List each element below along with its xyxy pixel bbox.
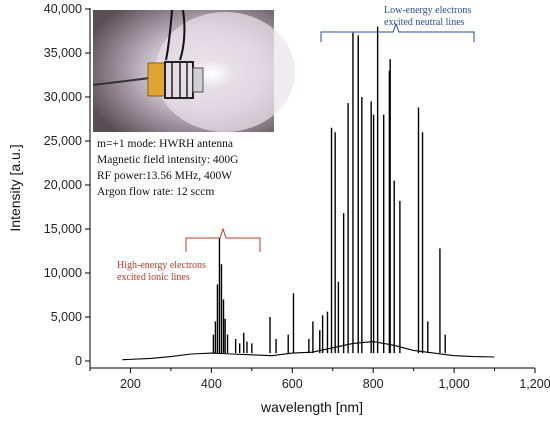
y-tick-label: 40,000 <box>44 2 82 16</box>
antenna-photo <box>92 9 295 132</box>
high-energy-label-2: excited ionic lines <box>117 272 190 283</box>
settings-line-1: m=+1 mode: HWRH antenna <box>97 138 233 150</box>
low-energy-bracket <box>320 22 475 42</box>
x-tick-label: 1,200 <box>519 377 550 391</box>
y-tick-label: 10,000 <box>44 266 82 280</box>
high-energy-label-1: High-energy electrons <box>117 260 206 271</box>
x-tick-label: 600 <box>282 377 303 391</box>
y-tick-label: 5,000 <box>51 310 82 324</box>
x-tick-label: 400 <box>201 377 222 391</box>
x-axis-title: wavelength [nm] <box>260 399 363 415</box>
settings-line-2: Magnetic field intensity: 400G <box>97 154 239 166</box>
x-tick-label: 800 <box>363 377 384 391</box>
high-energy-annotation: High-energy electrons excited ionic line… <box>117 227 261 283</box>
y-ticks: 0 5,000 10,000 15,000 20,000 25,000 30,000 35,0… <box>44 2 90 368</box>
y-tick-label: 35,000 <box>44 46 82 60</box>
settings-line-3: RF power:13.56 MHz, 400W <box>97 170 232 182</box>
y-axis-title: Intensity [a.u.] <box>7 144 23 231</box>
y-tick-label: 25,000 <box>44 134 82 148</box>
y-tick-label: 15,000 <box>44 222 82 236</box>
x-tick-label: 200 <box>120 377 141 391</box>
x-ticks: 200 400 600 800 1,000 1,200 <box>89 368 550 391</box>
y-tick-label: 20,000 <box>44 178 82 192</box>
y-tick-label: 0 <box>75 354 82 368</box>
spectrum-trace <box>122 26 495 361</box>
high-energy-bracket <box>185 227 261 252</box>
x-tick-label: 1,000 <box>438 377 469 391</box>
settings-line-4: Argon flow rate: 12 sccm <box>97 186 214 198</box>
low-energy-annotation: Low-energy electrons excited neutral lin… <box>320 5 475 42</box>
low-energy-label-2: excited neutral lines <box>384 17 465 28</box>
settings-annotation: m=+1 mode: HWRH antenna Magnetic field i… <box>97 138 239 198</box>
low-energy-label-1: Low-energy electrons <box>384 5 471 16</box>
y-tick-label: 30,000 <box>44 90 82 104</box>
